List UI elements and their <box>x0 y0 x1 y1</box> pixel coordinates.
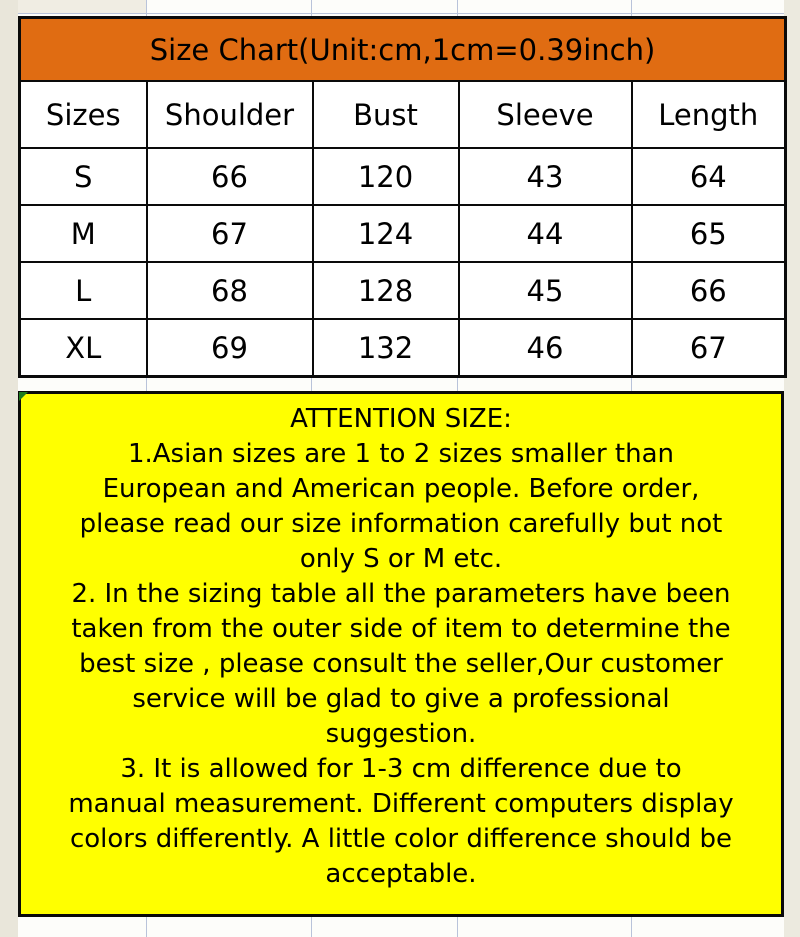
shoulder-value: 67 <box>145 204 314 263</box>
table-row-m: M 67 124 44 65 <box>18 204 787 263</box>
column-header-length: Length <box>630 80 787 149</box>
table-row-xl: XL 69 132 46 67 <box>18 318 787 378</box>
attention-line: please read our size information careful… <box>79 509 723 539</box>
bust-value: 132 <box>311 318 460 378</box>
length-value: 67 <box>630 318 787 378</box>
attention-line: suggestion. <box>325 719 477 749</box>
column-header-sizes: Sizes <box>18 80 148 149</box>
attention-line: colors differently. A little color diffe… <box>69 824 733 854</box>
title-row: Size Chart(Unit:cm,1cm=0.39inch) <box>18 16 787 82</box>
sleeve-value: 43 <box>457 147 633 206</box>
bust-value: 128 <box>311 261 460 320</box>
length-value: 65 <box>630 204 787 263</box>
column-header-row: Sizes Shoulder Bust Sleeve Length <box>18 80 787 149</box>
spreadsheet-cell-patch <box>18 0 146 13</box>
attention-line: acceptable. <box>325 859 477 889</box>
attention-line: 1.Asian sizes are 1 to 2 sizes smaller t… <box>127 439 675 469</box>
column-header-sleeve: Sleeve <box>457 80 633 149</box>
shoulder-value: 69 <box>145 318 314 378</box>
shoulder-value: 66 <box>145 147 314 206</box>
length-value: 66 <box>630 261 787 320</box>
attention-notes-box: ATTENTION SIZE: 1.Asian sizes are 1 to 2… <box>18 391 784 917</box>
size-chart-table: Size Chart(Unit:cm,1cm=0.39inch) Sizes S… <box>18 16 788 378</box>
table-row-l: L 68 128 45 66 <box>18 261 787 320</box>
attention-line: taken from the outer side of item to det… <box>71 614 731 644</box>
gridline-horizontal <box>18 13 784 14</box>
sheet-left-margin <box>0 0 18 937</box>
attention-line: 3. It is allowed for 1-3 cm difference d… <box>120 754 682 784</box>
size-label: L <box>18 261 148 320</box>
attention-line: only S or M etc. <box>299 544 503 574</box>
attention-line: European and American people. Before ord… <box>102 474 700 504</box>
size-label: S <box>18 147 148 206</box>
attention-heading: ATTENTION SIZE: <box>290 404 512 434</box>
sleeve-value: 46 <box>457 318 633 378</box>
length-value: 64 <box>630 147 787 206</box>
sleeve-value: 45 <box>457 261 633 320</box>
attention-line: 2. In the sizing table all the parameter… <box>71 579 731 609</box>
attention-line: best size , please consult the seller,Ou… <box>79 649 723 679</box>
shoulder-value: 68 <box>145 261 314 320</box>
attention-line: manual measurement. Different computers … <box>68 789 734 819</box>
column-header-bust: Bust <box>311 80 460 149</box>
size-chart-title: Size Chart(Unit:cm,1cm=0.39inch) <box>18 16 787 82</box>
cell-corner-marker-icon <box>19 392 28 401</box>
sheet-right-margin <box>784 0 800 937</box>
size-label: M <box>18 204 148 263</box>
table-row-s: S 66 120 43 64 <box>18 147 787 206</box>
bust-value: 120 <box>311 147 460 206</box>
size-label: XL <box>18 318 148 378</box>
bust-value: 124 <box>311 204 460 263</box>
sleeve-value: 44 <box>457 204 633 263</box>
attention-line: service will be glad to give a professio… <box>132 684 670 714</box>
column-header-shoulder: Shoulder <box>145 80 314 149</box>
